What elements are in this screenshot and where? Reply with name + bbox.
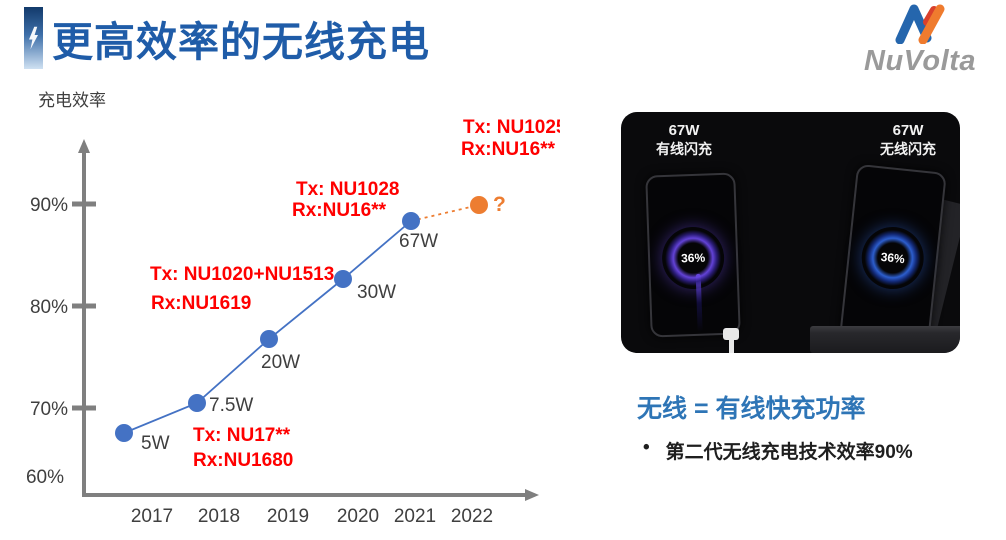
point-label-7-5w: 7.5W bbox=[209, 395, 253, 416]
annotation-7-5w-rx: Rx:NU1680 bbox=[193, 450, 293, 471]
annotation-67w-rx: Rx:NU16** bbox=[292, 200, 387, 221]
point-label-5w: 5W bbox=[141, 433, 170, 454]
wired-phone: 36% bbox=[645, 172, 741, 338]
bullet-text: 第二代无线充电技术效率90% bbox=[665, 442, 913, 463]
wireless-type-label: 无线闪充 bbox=[880, 141, 936, 157]
wired-type-label: 有线闪充 bbox=[656, 141, 712, 157]
wired-charging-label: 67W 有线闪充 bbox=[624, 122, 744, 158]
projection-line bbox=[410, 204, 480, 222]
x-tick-label-2018: 2018 bbox=[198, 506, 240, 527]
y-tick-label-90: 90% bbox=[30, 195, 68, 216]
bullet-marker: • bbox=[643, 437, 650, 458]
caption-bullet: • 第二代无线充电技术效率90% bbox=[643, 437, 913, 464]
point-label-67w: 67W bbox=[399, 231, 438, 252]
y-tick-label-60: 60% bbox=[26, 467, 64, 488]
x-tick-label-2020: 2020 bbox=[337, 506, 379, 527]
wireless-power-label: 67W bbox=[892, 122, 924, 139]
future-question-mark: ? bbox=[493, 193, 506, 216]
data-point-future bbox=[470, 196, 488, 214]
y-axis-arrow-icon bbox=[78, 139, 90, 153]
y-tick-label-80: 80% bbox=[30, 297, 68, 318]
battery-percent-wired: 36% bbox=[680, 250, 706, 266]
annotation-future-tx: Tx: NU1025 bbox=[463, 117, 560, 138]
x-tick-label-2022: 2022 bbox=[451, 506, 493, 527]
data-point-7-5w bbox=[188, 394, 206, 412]
charging-cable-plug bbox=[723, 328, 739, 340]
nuvolta-logo-text: NuVolta bbox=[864, 45, 976, 77]
annotation-7-5w-tx: Tx: NU17** bbox=[193, 425, 291, 446]
product-photo: 67W 有线闪充 67W 无线闪充 36% 36% bbox=[621, 112, 960, 353]
x-tick-label-2017: 2017 bbox=[131, 506, 173, 527]
efficiency-chart: 充电效率 90% 80% 70% 60% 2017 2018 2019 2020… bbox=[26, 91, 560, 527]
point-label-20w: 20W bbox=[261, 352, 300, 373]
charging-cable-wire bbox=[729, 339, 734, 353]
wireless-phone: 36% bbox=[839, 163, 947, 347]
data-point-5w bbox=[115, 424, 133, 442]
charge-ring-wired: 36% bbox=[661, 226, 726, 291]
annotation-67w-tx: Tx: NU1028 bbox=[296, 179, 400, 200]
data-point-67w bbox=[402, 212, 420, 230]
data-line bbox=[123, 220, 412, 434]
lightning-bolt-glyph bbox=[29, 26, 38, 50]
annotation-30w-rx: Rx:NU1619 bbox=[151, 293, 251, 314]
annotation-30w-tx: Tx: NU1020+NU1513 bbox=[150, 264, 334, 285]
battery-percent-wireless: 36% bbox=[879, 250, 906, 267]
x-axis-arrow-icon bbox=[525, 489, 539, 501]
charging-stand-base bbox=[810, 326, 960, 353]
annotation-future-rx: Rx:NU16** bbox=[461, 139, 556, 160]
y-tick-label-70: 70% bbox=[30, 399, 68, 420]
data-point-20w bbox=[260, 330, 278, 348]
x-tick-label-2021: 2021 bbox=[394, 506, 436, 527]
lightning-icon bbox=[24, 7, 43, 69]
wireless-charging-label: 67W 无线闪充 bbox=[848, 122, 960, 158]
point-label-30w: 30W bbox=[357, 282, 396, 303]
caption-headline: 无线 = 有线快充功率 bbox=[637, 395, 866, 423]
page-title: 更高效率的无线充电 bbox=[52, 19, 430, 65]
nuvolta-logo: NuVolta bbox=[840, 2, 1000, 78]
charge-ring-wireless: 36% bbox=[858, 224, 927, 293]
x-tick-label-2019: 2019 bbox=[267, 506, 309, 527]
y-axis-title: 充电效率 bbox=[38, 91, 106, 110]
wired-power-label: 67W bbox=[668, 122, 700, 139]
nuvolta-logo-mark bbox=[895, 4, 945, 45]
data-point-30w bbox=[334, 270, 352, 288]
